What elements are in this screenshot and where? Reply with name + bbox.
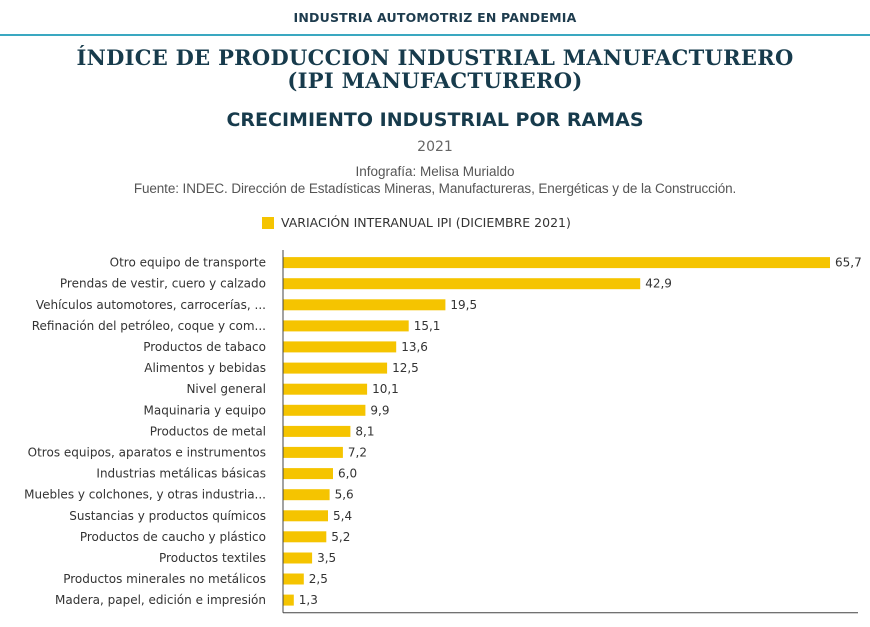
data-label: 19,5: [450, 298, 477, 312]
category-label: Madera, papel, edición e impresión: [55, 593, 266, 607]
category-label: Industrias metálicas básicas: [96, 467, 266, 481]
data-label: 7,2: [348, 445, 367, 459]
data-label: 42,9: [645, 277, 672, 291]
data-label: 5,2: [331, 530, 350, 544]
bar: [283, 341, 397, 353]
category-label: Muebles y colchones, y otras industria..…: [24, 488, 266, 502]
bar: [283, 468, 333, 480]
bar: [283, 573, 304, 585]
data-label: 5,6: [335, 488, 354, 502]
bar: [283, 489, 330, 501]
page-title: ÍNDICE DE PRODUCCION INDUSTRIAL MANUFACT…: [0, 46, 870, 92]
category-label: Prendas de vestir, cuero y calzado: [60, 277, 266, 291]
data-label: 1,3: [299, 593, 318, 607]
data-label: 15,1: [414, 319, 441, 333]
infographic-credit: Infografía: Melisa Murialdo: [355, 164, 515, 179]
bar: [283, 425, 351, 437]
bar: [283, 299, 446, 311]
chart-year: 2021: [417, 139, 453, 155]
bar: [283, 383, 368, 395]
category-label: Nivel general: [186, 382, 266, 396]
bar: [283, 278, 641, 290]
category-label: Productos de caucho y plástico: [80, 530, 266, 544]
bar: [283, 552, 313, 564]
category-label: Vehículos automotores, carrocerías, ...: [36, 298, 266, 312]
bar: [283, 594, 294, 606]
category-label: Otro equipo de transporte: [110, 256, 266, 270]
category-label: Refinación del petróleo, coque y com...: [32, 319, 266, 333]
chart-subtitle: CRECIMIENTO INDUSTRIAL POR RAMAS: [226, 109, 644, 131]
title-line-2: (IPI MANUFACTURERO): [287, 68, 583, 93]
data-label: 3,5: [317, 551, 336, 565]
legend-swatch: [262, 216, 274, 229]
data-label: 12,5: [392, 361, 419, 375]
bar: [283, 510, 328, 522]
data-source: Fuente: INDEC. Dirección de Estadísticas…: [133, 181, 737, 196]
section-label: INDUSTRIA AUTOMOTRIZ EN PANDEMIA: [293, 9, 577, 25]
category-label: Sustancias y productos químicos: [69, 509, 266, 523]
data-label: 6,0: [338, 467, 357, 481]
bar: [283, 446, 343, 458]
title-line-1: ÍNDICE DE PRODUCCION INDUSTRIAL MANUFACT…: [76, 45, 794, 70]
data-label: 10,1: [372, 382, 399, 396]
category-label: Productos de tabaco: [143, 340, 266, 354]
bar: [283, 320, 409, 332]
data-label: 9,9: [370, 403, 389, 417]
data-label: 13,6: [401, 340, 428, 354]
category-label: Productos textiles: [159, 551, 266, 565]
category-label: Maquinaria y equipo: [144, 403, 266, 417]
legend-label: VARIACIÓN INTERANUAL IPI (DICIEMBRE 2021…: [281, 215, 571, 230]
bar: [283, 362, 388, 374]
data-label: 65,7: [835, 256, 862, 270]
category-label: Productos minerales no metálicos: [63, 572, 266, 586]
chart-legend: VARIACIÓN INTERANUAL IPI (DICIEMBRE 2021…: [262, 215, 571, 230]
bar: [283, 257, 830, 269]
category-label: Alimentos y bebidas: [144, 361, 266, 375]
data-label: 2,5: [309, 572, 328, 586]
data-label: 5,4: [333, 509, 352, 523]
bar: [283, 531, 327, 543]
category-label: Productos de metal: [150, 424, 266, 438]
data-label: 8,1: [355, 424, 374, 438]
category-label: Otros equipos, aparatos e instrumentos: [28, 445, 266, 459]
bar: [283, 404, 366, 416]
section-header-bar: INDUSTRIA AUTOMOTRIZ EN PANDEMIA: [0, 0, 870, 36]
